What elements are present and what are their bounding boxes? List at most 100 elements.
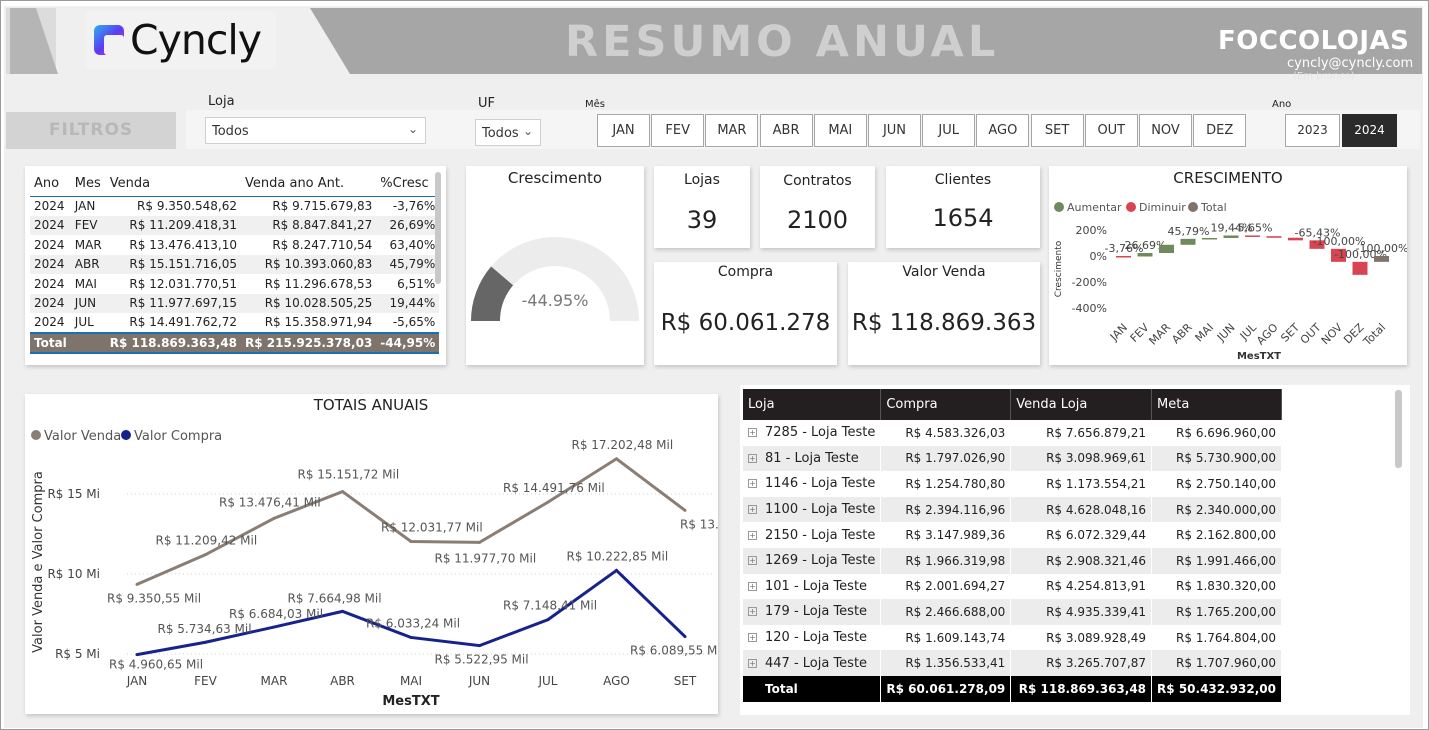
y-tick-label: 0% <box>1090 250 1107 263</box>
uf-dropdown[interactable]: Todos ⌄ <box>475 119 541 146</box>
store-cell: R$ 3.089.928,49 <box>1010 624 1153 651</box>
store-cell: R$ 2.750.140,00 <box>1151 471 1282 497</box>
month-button-ago[interactable]: AGO <box>976 114 1030 147</box>
month-button-fev[interactable]: FEV <box>651 114 705 147</box>
x-tick-label: JAN <box>1107 321 1130 344</box>
x-tick-label: ABR <box>330 674 355 688</box>
store-cell: R$ 2.340.000,00 <box>1151 496 1282 523</box>
store-name: 7285 - Loja Teste <box>765 425 876 441</box>
expand-icon[interactable]: + <box>748 505 757 515</box>
x-tick-label: SET <box>674 674 697 688</box>
loja-dropdown[interactable]: Todos ⌄ <box>205 117 426 144</box>
store-col-1[interactable]: Compra <box>880 389 1012 420</box>
store-col-0[interactable]: Loja <box>743 389 882 420</box>
month-button-mai[interactable]: MAI <box>813 114 867 147</box>
month-button-jan[interactable]: JAN <box>597 114 650 147</box>
x-tick-label: JAN <box>126 674 148 688</box>
header-banner <box>6 8 1422 74</box>
year-button-2023[interactable]: 2023 <box>1285 114 1340 147</box>
expand-icon[interactable]: + <box>748 581 757 591</box>
summary-col-3[interactable]: Venda ano Ant. <box>241 172 377 197</box>
month-button-mar[interactable]: MAR <box>705 114 759 147</box>
month-button-dez[interactable]: DEZ <box>1193 114 1247 147</box>
data-point <box>546 500 550 504</box>
summary-cell: R$ 11.209.418,31 <box>105 215 241 235</box>
gauge-value: -44.95% <box>521 291 589 310</box>
summary-cell: JAN <box>74 199 96 213</box>
summary-cell: MAI <box>74 276 97 291</box>
table-row[interactable]: +1100 - Loja Teste R$ 2.394.116,96 R$ 4.62… <box>743 496 1282 523</box>
expand-icon[interactable]: + <box>748 658 757 668</box>
store-cell: R$ 7.656.879,21 <box>1010 420 1153 446</box>
summary-cell: -3,76% <box>392 199 436 213</box>
table-row[interactable]: +1269 - Loja Teste R$ 1.966.319,98 R$ 2.90… <box>743 547 1282 574</box>
y-tick-label: R$ 15 Mi <box>47 487 100 501</box>
x-axis-label: MesTXT <box>382 694 439 709</box>
store-col-2[interactable]: Venda Loja <box>1010 389 1153 420</box>
month-button-out[interactable]: OUT <box>1084 114 1138 147</box>
line-chart: TOTAIS ANUAIS Valor Venda Valor Compra R$ 1… <box>31 396 718 709</box>
x-tick-label: OUT <box>1298 321 1324 347</box>
table-row: 2024 MAR R$ 13.476.413,10 R$ 8.247.710,54 63… <box>30 235 439 255</box>
store-cell: R$ 3.098.969,61 <box>1010 445 1153 472</box>
waterfall-bar <box>1309 240 1325 249</box>
store-name: 1269 - Loja Teste <box>765 553 876 569</box>
waterfall-data-label: 19,44% <box>1211 221 1253 234</box>
summary-cell: 2024 <box>34 237 65 252</box>
summary-col-2[interactable]: Venda <box>105 172 241 197</box>
table-row[interactable]: +120 - Loja Teste R$ 1.609.143,74 R$ 3.089… <box>743 624 1282 651</box>
expand-icon[interactable]: + <box>748 633 757 643</box>
kpi-clientes-value: 1654 <box>932 204 994 232</box>
summary-cell: R$ 10.393.060,83 <box>241 254 377 274</box>
kpi-lojas-title: Lojas <box>684 172 720 188</box>
legend-item: Diminuir <box>1126 201 1186 214</box>
summary-col-1[interactable]: Mes <box>70 172 106 197</box>
table-row[interactable]: +7285 - Loja Teste R$ 4.583.326,03 R$ 7.65… <box>743 420 1282 446</box>
x-tick-label: MAR <box>1146 321 1173 348</box>
table-row[interactable]: +179 - Loja Teste R$ 2.466.688,00 R$ 4.935… <box>743 599 1282 625</box>
table-row[interactable]: +2150 - Loja Teste R$ 3.147.989,36 R$ 6.07… <box>743 522 1282 548</box>
month-button-jun[interactable]: JUN <box>868 114 921 147</box>
store-col-3[interactable]: Meta <box>1151 389 1282 420</box>
expand-icon[interactable]: + <box>748 479 757 489</box>
expand-icon[interactable]: + <box>748 428 757 438</box>
expand-icon[interactable]: + <box>748 607 757 617</box>
table-row: 2024 FEV R$ 11.209.418,31 R$ 8.847.841,27 26… <box>30 215 440 235</box>
store-table-scrollbar[interactable] <box>1395 390 1402 468</box>
month-button-jul[interactable]: JUL <box>922 114 976 147</box>
table-row: 2024 MAI R$ 12.031.770,51 R$ 11.296.678,53 6… <box>30 274 439 294</box>
waterfall-bar <box>1288 237 1303 241</box>
table-row[interactable]: +81 - Loja Teste R$ 1.797.026,90 R$ 3.098.… <box>743 445 1282 472</box>
waterfall-title: CRESCIMENTO <box>1173 169 1282 187</box>
year-button-2024[interactable]: 2024 <box>1342 114 1397 147</box>
summary-total-cell: -44,95% <box>376 331 440 354</box>
month-button-set[interactable]: SET <box>1030 114 1084 147</box>
svg-text:Valor Compra: Valor Compra <box>134 429 222 444</box>
expand-icon[interactable]: + <box>748 530 757 540</box>
table-row[interactable]: +447 - Loja Teste R$ 1.356.533,41 R$ 3.265… <box>743 650 1282 676</box>
chevron-down-icon: ⌄ <box>522 124 533 138</box>
store-name: 179 - Loja Teste <box>765 604 868 620</box>
table-row[interactable]: +1146 - Loja Teste R$ 1.254.780,80 R$ 1.17… <box>743 471 1282 497</box>
summary-col-4[interactable]: %Cresc <box>376 172 440 197</box>
waterfall-bar <box>1245 235 1260 237</box>
table-row[interactable]: +101 - Loja Teste R$ 2.001.694,27 R$ 4.254… <box>743 573 1282 600</box>
waterfall-bar <box>1137 253 1153 257</box>
table-row: 2024 JAN R$ 9.350.548,62 R$ 9.715.679,83 -3,… <box>30 196 439 216</box>
summary-table-scrollbar[interactable] <box>435 172 441 284</box>
summary-col-0[interactable]: Ano <box>30 172 71 197</box>
x-tick-label: MAI <box>400 674 422 688</box>
waterfall-data-label: -100,00% <box>1334 248 1387 261</box>
data-point <box>341 609 344 613</box>
store-total-cell: R$ 50.432.932,00 <box>1151 675 1282 702</box>
month-button-abr[interactable]: ABR <box>759 114 813 147</box>
month-button-nov[interactable]: NOV <box>1139 114 1192 147</box>
summary-cell: 26,69% <box>376 215 440 235</box>
data-point <box>683 635 687 639</box>
expand-icon[interactable]: + <box>748 556 757 566</box>
summary-cell: -5,65% <box>392 315 436 330</box>
data-label: R$ 5.522,95 Mil <box>435 653 529 667</box>
summary-cell: JUN <box>70 293 106 313</box>
table-row: 2024 JUL R$ 14.491.762,72 R$ 15.358.971,94 -… <box>30 313 439 333</box>
expand-icon[interactable]: + <box>748 453 757 463</box>
